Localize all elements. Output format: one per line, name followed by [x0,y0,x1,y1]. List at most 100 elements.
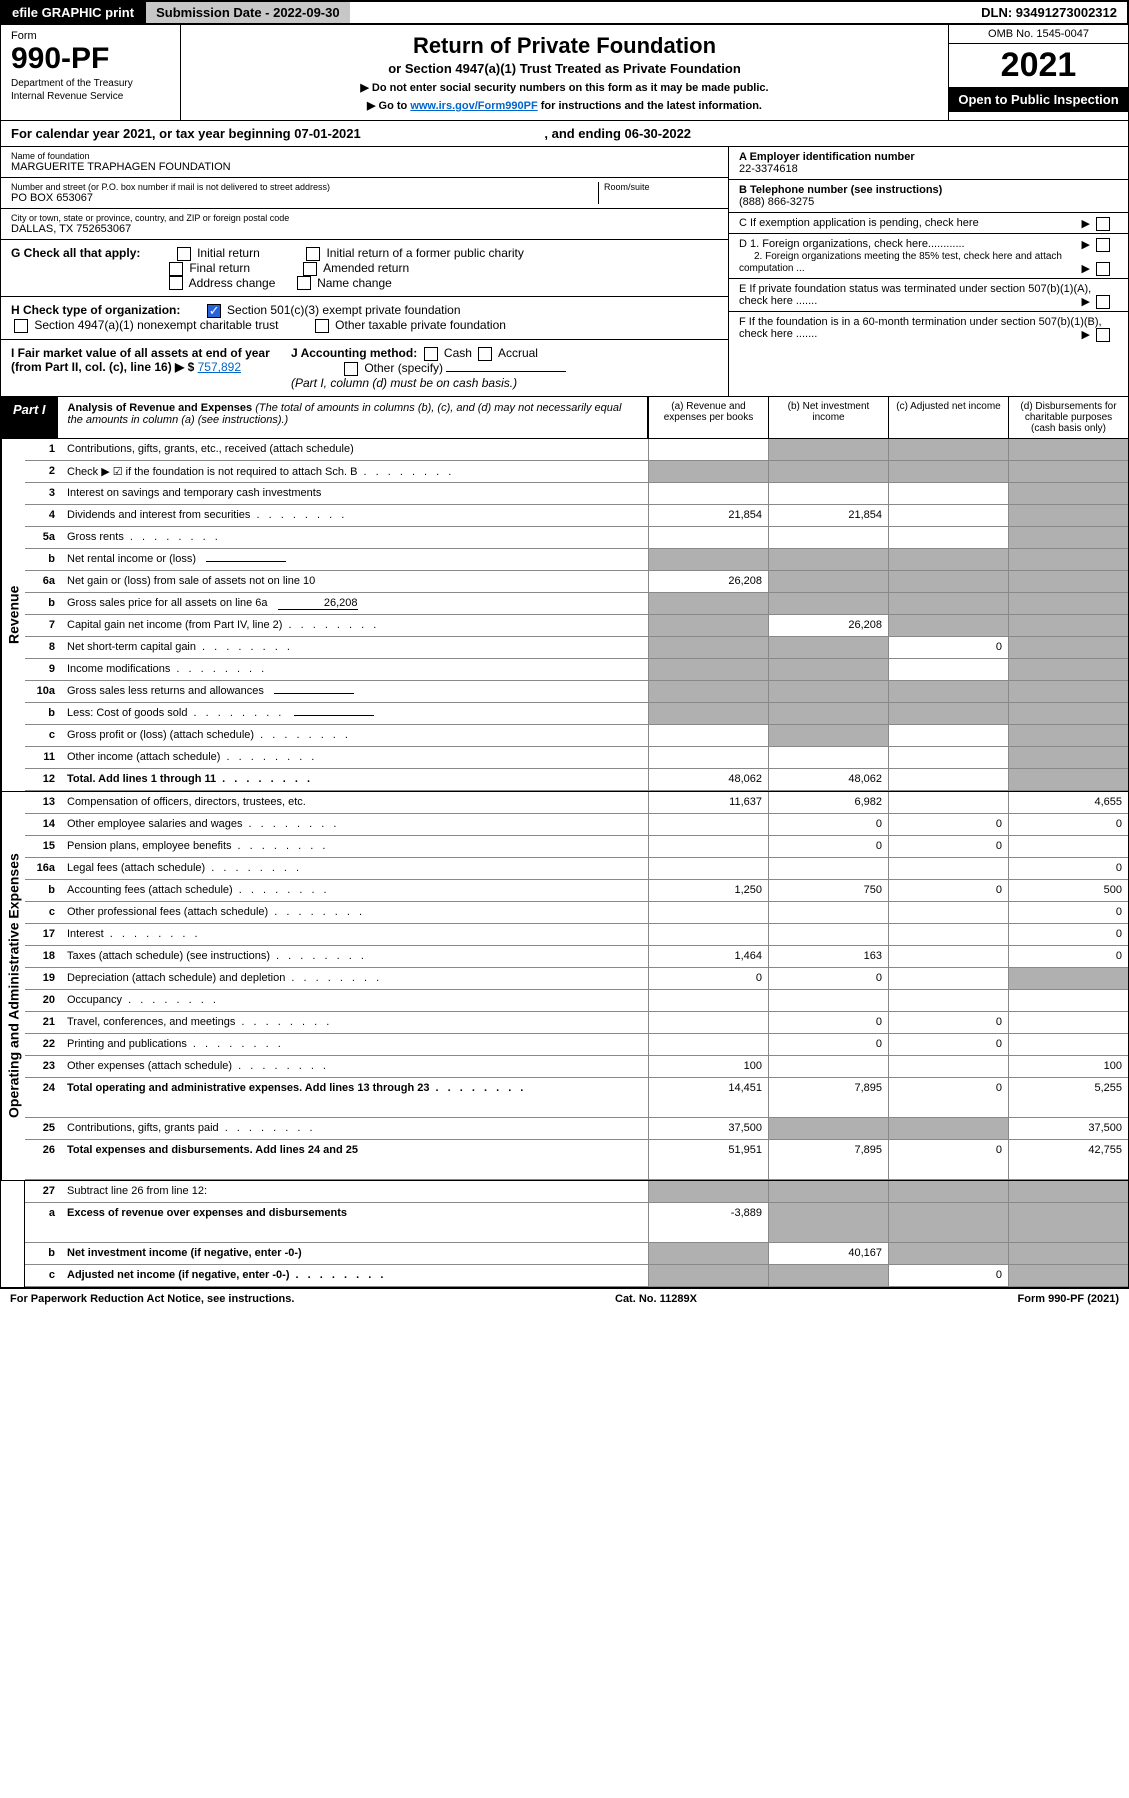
cell-a [648,1181,768,1202]
line-description: Interest . . . . . . . . [61,924,648,945]
line-description: Excess of revenue over expenses and disb… [61,1203,648,1242]
table-row: 1Contributions, gifts, grants, etc., rec… [25,439,1128,461]
cell-b [768,483,888,504]
name-label: Name of foundation [11,151,718,161]
cell-d [1008,659,1128,680]
cell-c: 0 [888,880,1008,901]
cell-c [888,968,1008,989]
cell-b [768,1118,888,1139]
accrual-cb[interactable] [478,347,492,361]
line-description: Gross profit or (loss) (attach schedule)… [61,725,648,746]
line-description: Depreciation (attach schedule) and deple… [61,968,648,989]
cell-d [1008,549,1128,570]
cell-a [648,1265,768,1286]
line-description: Gross sales price for all assets on line… [61,593,648,614]
omb-number: OMB No. 1545-0047 [949,25,1128,44]
cell-b [768,1203,888,1242]
cell-d [1008,1181,1128,1202]
line-number: 9 [25,659,61,680]
cell-d: 0 [1008,946,1128,967]
table-row: 17Interest . . . . . . . .0 [25,924,1128,946]
cell-a [648,990,768,1011]
table-row: bGross sales price for all assets on lin… [25,593,1128,615]
f-cb[interactable] [1096,328,1110,342]
table-row: 22Printing and publications . . . . . . … [25,1034,1128,1056]
cell-a: 51,951 [648,1140,768,1179]
f-label: F If the foundation is in a 60-month ter… [739,316,1102,340]
amended-cb[interactable] [303,262,317,276]
other-method-cb[interactable] [344,362,358,376]
line-description: Gross rents . . . . . . . . [61,527,648,548]
initial-former-cb[interactable] [306,247,320,261]
open-public: Open to Public Inspection [949,87,1128,112]
line-number: 16a [25,858,61,879]
table-row: bNet investment income (if negative, ent… [25,1243,1128,1265]
line-number: 26 [25,1140,61,1179]
other-taxable-cb[interactable] [315,319,329,333]
c-cb[interactable] [1096,217,1110,231]
cell-a [648,461,768,482]
table-row: 26Total expenses and disbursements. Add … [25,1140,1128,1180]
cell-d: 5,255 [1008,1078,1128,1117]
initial-return-cb[interactable] [177,247,191,261]
line-number: 2 [25,461,61,482]
name-change-cb[interactable] [297,276,311,290]
g-row: G Check all that apply: Initial return I… [1,240,728,297]
calendar-year-row: For calendar year 2021, or tax year begi… [0,121,1129,147]
cell-d: 100 [1008,1056,1128,1077]
line-description: Capital gain net income (from Part IV, l… [61,615,648,636]
fmv-amount[interactable]: 757,892 [198,360,241,374]
table-row: bAccounting fees (attach schedule) . . .… [25,880,1128,902]
501c3-cb[interactable] [207,304,221,318]
cell-d [1008,593,1128,614]
cell-a [648,615,768,636]
line-number: 8 [25,637,61,658]
line-description: Income modifications . . . . . . . . [61,659,648,680]
4947-cb[interactable] [14,319,28,333]
line-number: 3 [25,483,61,504]
h-row: H Check type of organization: Section 50… [1,297,728,340]
cell-b: 0 [768,1034,888,1055]
dln: DLN: 93491273002312 [971,2,1127,23]
d1-cb[interactable] [1096,238,1110,252]
line-description: Total expenses and disbursements. Add li… [61,1140,648,1179]
line-description: Accounting fees (attach schedule) . . . … [61,880,648,901]
line-number: 24 [25,1078,61,1117]
cell-a: 0 [648,968,768,989]
cell-d: 37,500 [1008,1118,1128,1139]
form-footer: Form 990-PF (2021) [1018,1293,1119,1305]
final-return-cb[interactable] [169,262,183,276]
table-row: 19Depreciation (attach schedule) and dep… [25,968,1128,990]
d2-cb[interactable] [1096,262,1110,276]
table-row: 18Taxes (attach schedule) (see instructi… [25,946,1128,968]
col-a-hdr: (a) Revenue and expenses per books [648,397,768,438]
cell-d [1008,615,1128,636]
cell-c: 0 [888,637,1008,658]
irs-link[interactable]: www.irs.gov/Form990PF [410,100,537,112]
cell-b: 26,208 [768,615,888,636]
cash-cb[interactable] [424,347,438,361]
cell-a [648,1012,768,1033]
cell-d [1008,747,1128,768]
cell-c [888,439,1008,460]
cell-a [648,924,768,945]
cell-d: 0 [1008,902,1128,923]
part1-title: Analysis of Revenue and Expenses [68,402,253,414]
line-number: 7 [25,615,61,636]
line-description: Net short-term capital gain . . . . . . … [61,637,648,658]
cell-d [1008,461,1128,482]
efile-label: efile GRAPHIC print [2,2,144,23]
addr-change-cb[interactable] [169,276,183,290]
cell-d [1008,968,1128,989]
paperwork-notice: For Paperwork Reduction Act Notice, see … [10,1293,294,1305]
a-label: A Employer identification number [739,151,915,163]
table-row: 27Subtract line 26 from line 12: [25,1181,1128,1203]
line-description: Other expenses (attach schedule) . . . .… [61,1056,648,1077]
e-cb[interactable] [1096,295,1110,309]
line-description: Net rental income or (loss) [61,549,648,570]
line-number: 21 [25,1012,61,1033]
table-row: 7Capital gain net income (from Part IV, … [25,615,1128,637]
phone: (888) 866-3275 [739,196,814,208]
form-header: Form 990-PF Department of the Treasury I… [0,25,1129,121]
submission-date: Submission Date - 2022-09-30 [144,2,350,23]
